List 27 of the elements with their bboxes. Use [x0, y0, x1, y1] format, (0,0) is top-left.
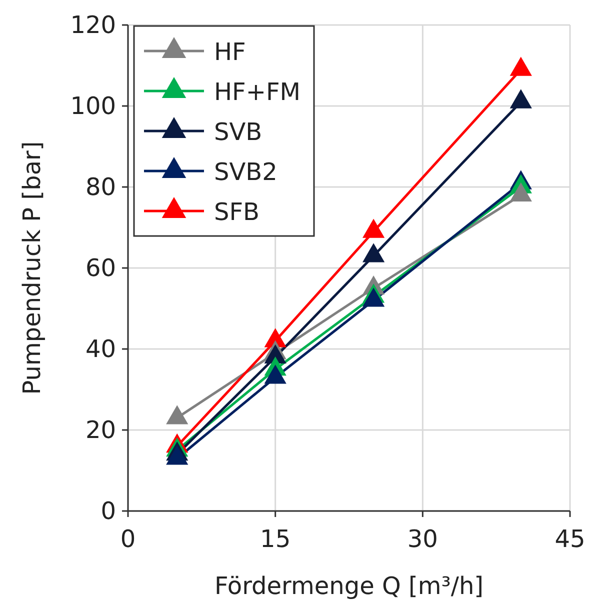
x-tick-label: 0	[120, 525, 136, 553]
y-tick-label: 20	[85, 416, 116, 444]
x-tick-label: 30	[407, 525, 438, 553]
y-tick-label: 60	[85, 254, 116, 282]
y-tick-label: 40	[85, 335, 116, 363]
legend-label: SFB	[214, 198, 260, 226]
point	[362, 244, 384, 262]
y-tick-label: 80	[85, 173, 116, 201]
legend-label: SVB	[214, 118, 262, 146]
x-tick-label: 45	[554, 525, 586, 553]
y-tick-label: 100	[70, 92, 116, 120]
legend-label: HF	[214, 38, 246, 66]
y-tick-label: 120	[70, 11, 116, 39]
legend-label: HF+FM	[214, 78, 300, 106]
point	[510, 90, 532, 108]
point	[362, 219, 384, 238]
point	[166, 406, 188, 424]
point	[166, 446, 188, 465]
y-axis-title: Pumpendruck P [bar]	[18, 141, 46, 395]
legend-label: SVB2	[214, 158, 278, 186]
x-axis-title: Fördermenge Q [m³/h]	[214, 572, 484, 600]
point	[264, 365, 286, 384]
x-tick-label: 15	[260, 525, 291, 553]
y-tick-label: 0	[100, 497, 116, 525]
point	[362, 288, 384, 307]
point	[510, 57, 532, 76]
point	[510, 182, 532, 202]
